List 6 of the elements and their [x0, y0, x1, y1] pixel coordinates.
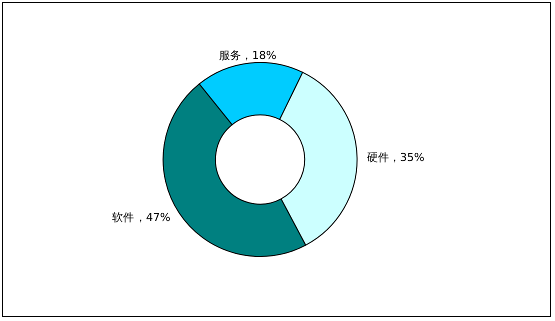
- data-label: ，47%: [135, 211, 170, 224]
- slice-label: 软件: [112, 211, 134, 224]
- slice-label: 硬件: [367, 151, 389, 164]
- slice-label: 服务: [219, 49, 241, 62]
- data-label: ，18%: [241, 49, 276, 62]
- data-label: ，35%: [389, 151, 424, 164]
